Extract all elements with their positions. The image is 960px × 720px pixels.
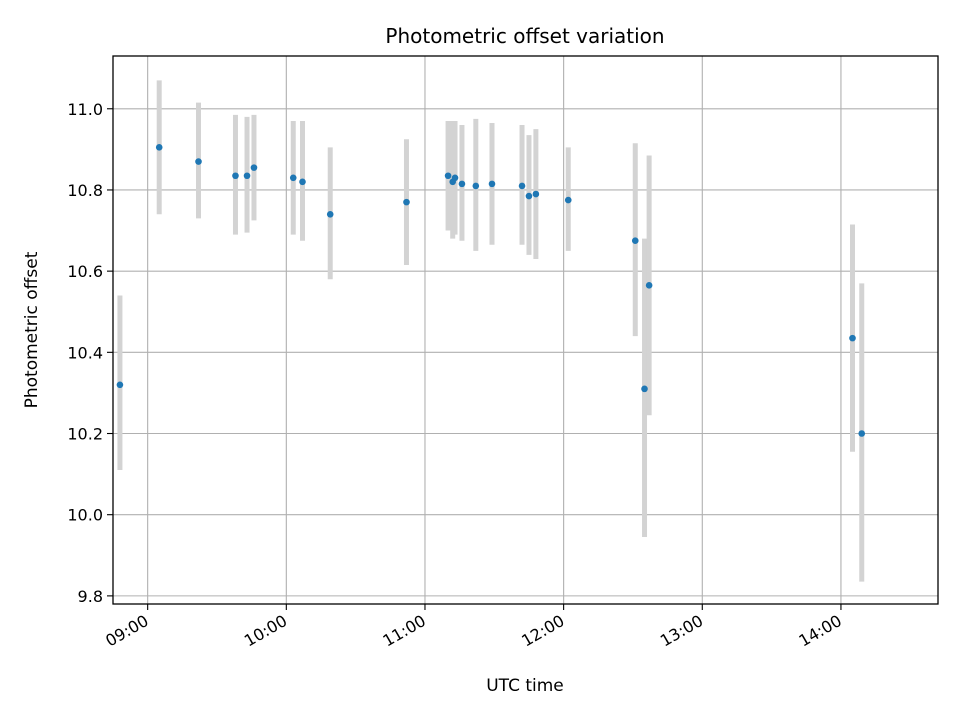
data-point — [518, 182, 526, 190]
data-point — [451, 174, 459, 182]
y-tick-label: 10.2 — [67, 425, 103, 444]
data-point — [299, 178, 306, 186]
data-point — [232, 172, 239, 180]
y-tick-label: 10.0 — [67, 506, 103, 525]
y-tick-label: 9.8 — [78, 587, 103, 606]
y-tick-label: 10.4 — [67, 343, 103, 362]
data-point — [326, 211, 334, 218]
plot-frame — [112, 55, 939, 605]
data-point — [195, 158, 202, 165]
y-tick-label: 10.8 — [67, 181, 103, 200]
data-markers — [116, 144, 866, 437]
data-point — [458, 180, 466, 188]
y-tick-label: 10.6 — [67, 262, 103, 281]
x-axis-label: UTC time — [486, 676, 564, 696]
data-point — [564, 196, 572, 204]
data-point — [444, 172, 452, 180]
grid — [113, 56, 938, 604]
data-point — [243, 172, 251, 180]
data-point — [641, 385, 648, 393]
y-tick-label: 11.0 — [67, 100, 103, 119]
data-point — [403, 198, 410, 206]
data-point — [289, 174, 297, 182]
data-point — [645, 282, 653, 289]
chart-title: Photometric offset variation — [385, 24, 664, 48]
data-point — [488, 180, 496, 188]
y-axis-label: Photometric offset — [22, 251, 42, 408]
data-point — [116, 381, 124, 389]
data-point — [849, 334, 856, 342]
data-point — [532, 190, 540, 198]
data-point — [155, 144, 163, 151]
data-point — [525, 192, 533, 200]
data-point — [250, 164, 258, 171]
data-point — [858, 430, 866, 437]
y-axis-ticks: 9.8 10.0 10.2 10.4 10.6 10.8 11.0 — [67, 100, 113, 606]
data-point — [472, 182, 480, 190]
data-point — [631, 237, 639, 244]
